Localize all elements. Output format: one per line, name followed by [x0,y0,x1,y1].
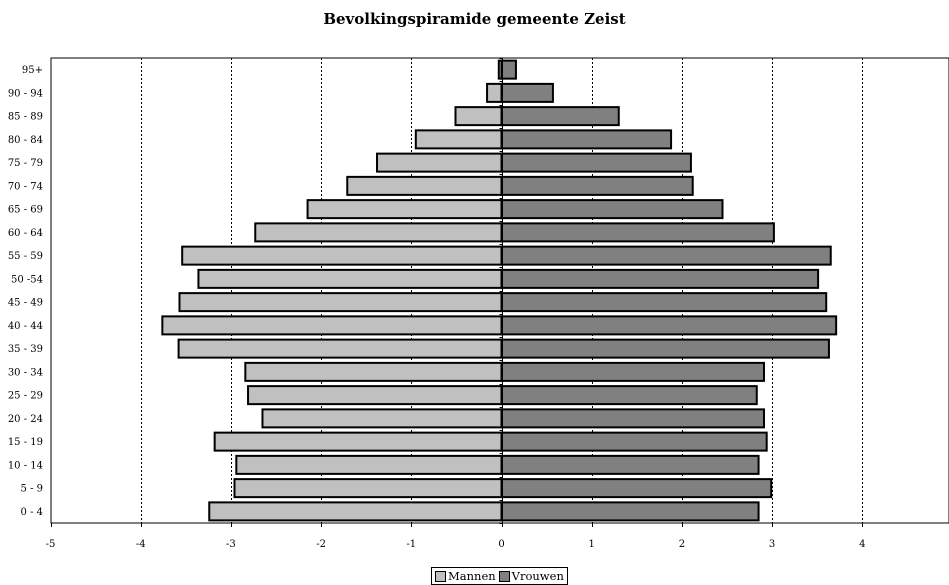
y-tick-label: 5 - 9 [21,484,43,495]
bar-vrouwen-14 [500,175,694,196]
y-tick-label: 65 - 69 [8,205,43,216]
bar-mannen-13 [306,199,503,220]
bar-vrouwen-6 [500,361,765,382]
y-tick-label: 40 - 44 [8,321,43,332]
bar-mannen-6 [244,361,503,382]
bar-mannen-3 [213,431,503,452]
y-tick-label: 45 - 49 [8,298,43,309]
y-tick-label: 20 - 24 [8,414,43,425]
y-tick-label: 35 - 39 [8,344,43,355]
bar-mannen-2 [235,454,503,475]
y-tick-label: 85 - 89 [8,112,43,123]
x-tick-label: 2 [679,539,685,550]
bar-mannen-12 [254,222,503,243]
bar-mannen-10 [197,268,503,289]
bars [161,59,838,522]
bar-mannen-8 [161,315,503,336]
bar-mannen-0 [208,501,503,522]
bar-vrouwen-19 [500,59,517,80]
bar-mannen-11 [181,245,503,266]
legend-label-vrouwen: Vrouwen [511,569,564,583]
bar-mannen-16 [414,129,503,150]
bar-vrouwen-11 [500,245,832,266]
legend: Mannen Vrouwen [431,567,568,585]
legend-item-vrouwen: Vrouwen [498,569,564,583]
x-tick-label: 3 [769,539,775,550]
x-tick-label: 4 [859,539,865,550]
bar-mannen-15 [376,152,503,173]
bar-vrouwen-3 [500,431,768,452]
bar-vrouwen-2 [500,454,760,475]
x-tick-label: -2 [316,539,326,550]
x-tick-label: 0 [498,539,504,550]
y-tick-label: 25 - 29 [8,391,43,402]
bar-vrouwen-12 [500,222,775,243]
y-tick-label: 15 - 19 [8,437,43,448]
y-tick-label: 90 - 94 [8,88,43,99]
y-tick-label: 60 - 64 [8,228,43,239]
bar-mannen-9 [178,292,503,313]
y-tick-label: 70 - 74 [8,181,43,192]
bar-mannen-4 [261,408,503,429]
bar-vrouwen-15 [500,152,692,173]
bar-mannen-18 [486,82,503,103]
bar-vrouwen-5 [500,385,758,406]
bar-mannen-17 [454,106,503,127]
bar-vrouwen-1 [500,478,773,499]
x-tick-label: -5 [46,539,56,550]
bar-mannen-1 [233,478,503,499]
x-tick-label: -4 [136,539,146,550]
y-tick-label: 50 -54 [11,274,43,285]
x-tick-label: -3 [226,539,236,550]
legend-label-mannen: Mannen [448,569,496,583]
bar-mannen-14 [346,175,503,196]
bar-vrouwen-10 [500,268,820,289]
y-tick-label: 75 - 79 [8,158,43,169]
bar-vrouwen-9 [500,292,828,313]
y-tick-label: 95+ [22,65,43,76]
y-tick-label: 10 - 14 [8,460,43,471]
bar-vrouwen-0 [500,501,760,522]
legend-swatch-vrouwen [498,570,510,582]
x-tick-label: -1 [406,539,416,550]
y-tick-label: 0 - 4 [21,507,43,518]
legend-item-mannen: Mannen [435,569,496,583]
bar-mannen-5 [247,385,503,406]
bar-vrouwen-4 [500,408,765,429]
y-tick-label: 55 - 59 [8,251,43,262]
legend-swatch-mannen [435,570,446,582]
bar-vrouwen-17 [500,106,620,127]
y-tick-label: 80 - 84 [8,135,43,146]
bar-vrouwen-16 [500,129,673,150]
x-tick-label: 1 [589,539,595,550]
chart-title: Bevolkingspiramide gemeente Zeist [323,10,626,28]
bar-vrouwen-13 [500,199,724,220]
bar-vrouwen-18 [500,82,554,103]
bar-vrouwen-7 [500,338,830,359]
bar-mannen-7 [177,338,503,359]
bar-vrouwen-8 [500,315,838,336]
y-tick-label: 30 - 34 [8,367,43,378]
